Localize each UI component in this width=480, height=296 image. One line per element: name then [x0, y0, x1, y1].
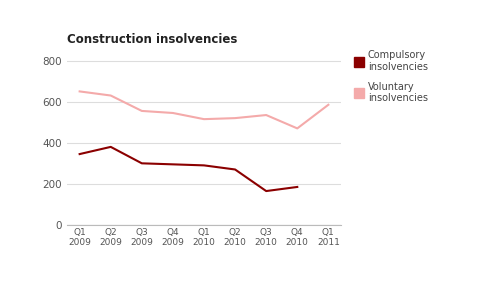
Legend: Compulsory
insolvencies, Voluntary
insolvencies: Compulsory insolvencies, Voluntary insol… [351, 46, 432, 107]
Text: Construction insolvencies: Construction insolvencies [67, 33, 238, 46]
